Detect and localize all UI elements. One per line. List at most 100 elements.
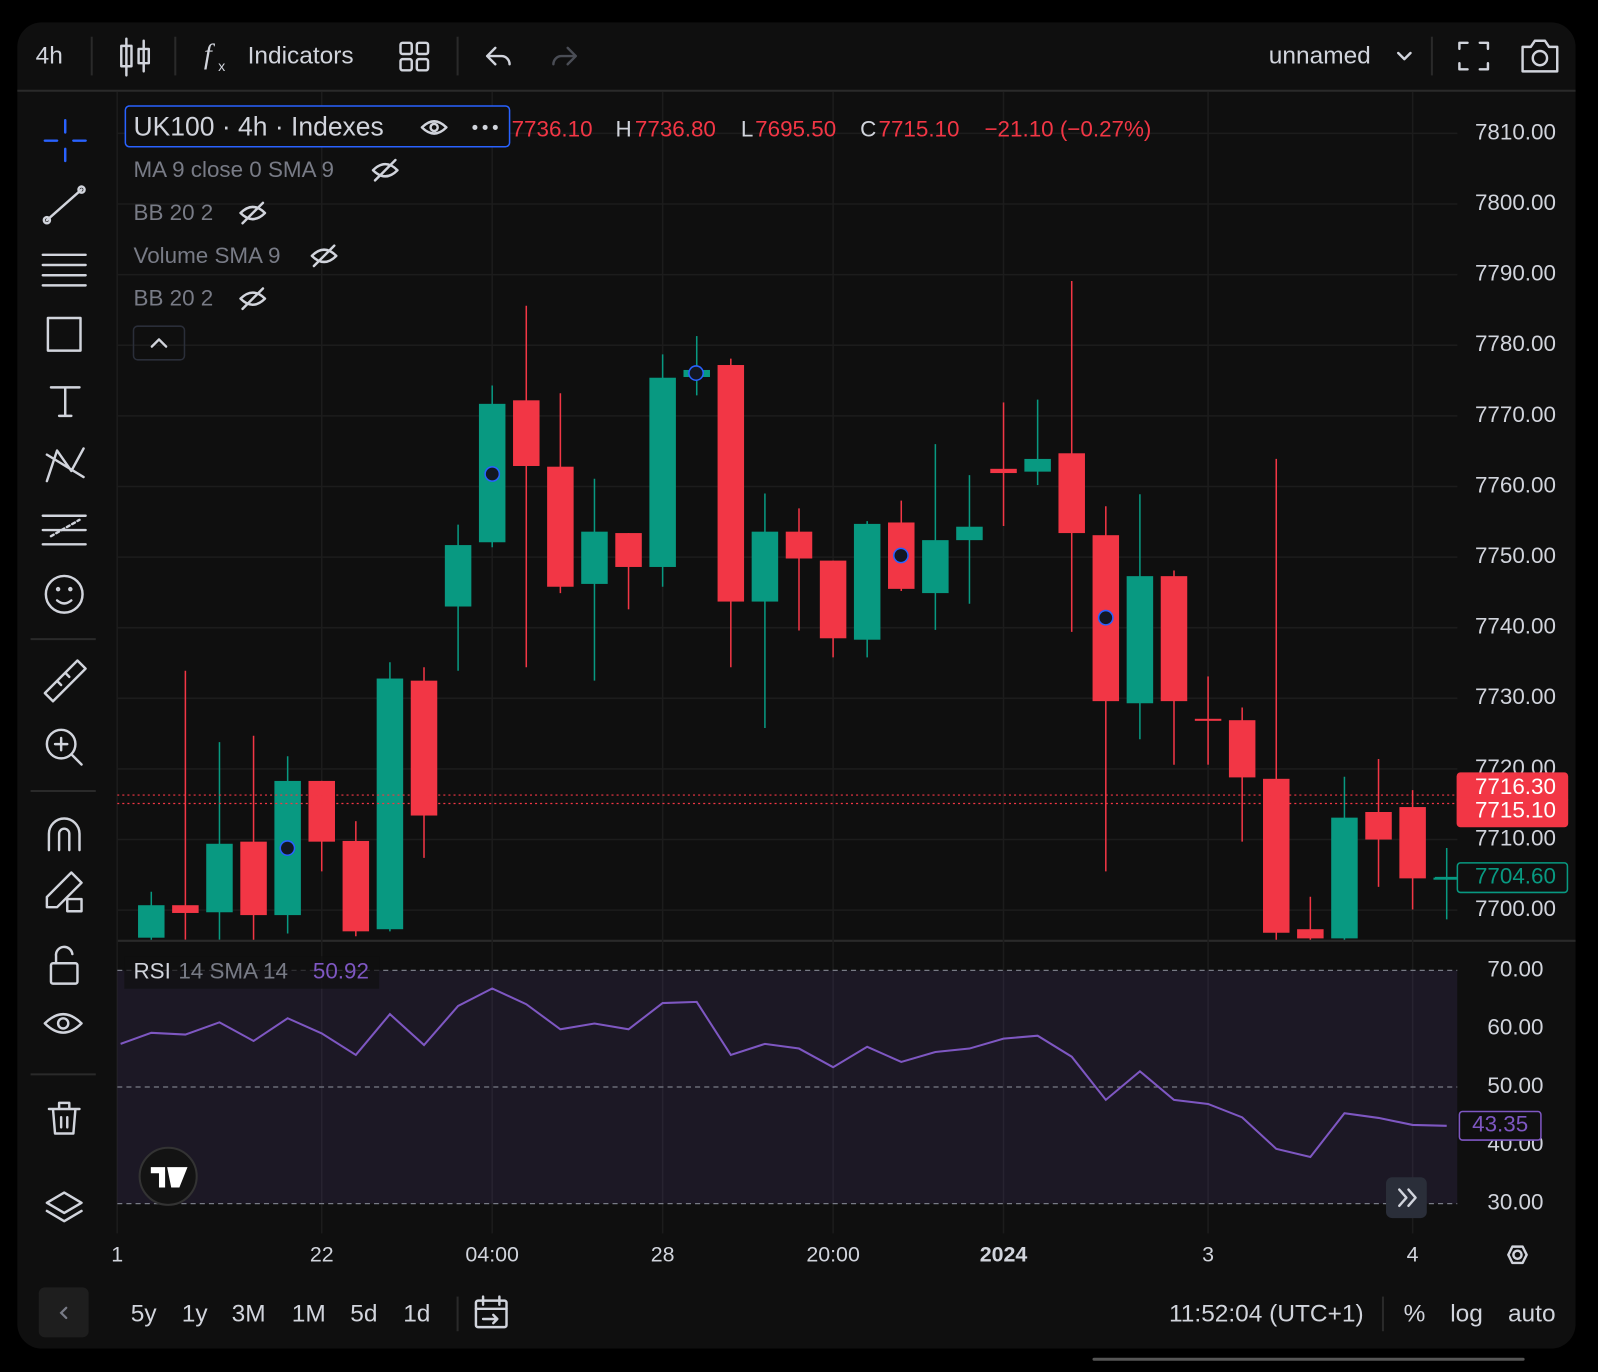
candle-body bbox=[1024, 458, 1051, 472]
indicator-label[interactable]: Volume SMA 9 bbox=[134, 243, 281, 268]
shapes-tool[interactable] bbox=[46, 316, 82, 352]
x-tick-label: 2024 bbox=[980, 1242, 1028, 1266]
rsi-params: 14 SMA 14 bbox=[178, 958, 288, 983]
y-tick-label: 7700.00 bbox=[1475, 896, 1556, 921]
candle-body bbox=[581, 531, 608, 584]
window bbox=[17, 22, 1576, 1349]
left-toolbar bbox=[30, 119, 96, 1223]
candle-body bbox=[1194, 718, 1222, 721]
hidden-eye-icons[interactable] bbox=[239, 158, 399, 311]
price-label-box bbox=[1456, 796, 1569, 828]
delete-tool[interactable] bbox=[47, 1101, 81, 1135]
layouts-button[interactable] bbox=[399, 41, 430, 72]
crosshair-tool[interactable] bbox=[43, 119, 87, 163]
y-tick-label: 7800.00 bbox=[1475, 190, 1556, 215]
patterns-tool[interactable] bbox=[45, 447, 85, 483]
collapse-button[interactable] bbox=[132, 325, 186, 361]
candle-body bbox=[819, 560, 847, 639]
layout-name[interactable]: unnamed bbox=[1269, 43, 1371, 70]
x-tick-label: 04:00 bbox=[465, 1242, 519, 1266]
candle-body bbox=[1228, 720, 1256, 778]
y-tick-label: 60.00 bbox=[1487, 1015, 1543, 1040]
legend: UK100 · 4h · Indexes 7736.10 H 7736.80 L… bbox=[124, 105, 1151, 361]
auto-toggle[interactable]: auto bbox=[1508, 1300, 1556, 1327]
rsi-value: 50.92 bbox=[313, 958, 369, 983]
change-value: −21.10 (−0.27%) bbox=[984, 116, 1151, 141]
axes: 7700.007710.007720.007730.007740.007750.… bbox=[111, 119, 1569, 1266]
tv-logo bbox=[138, 1146, 198, 1206]
range-button[interactable]: 1M bbox=[292, 1300, 326, 1327]
zoom-tool[interactable] bbox=[45, 728, 83, 766]
candle-body bbox=[615, 533, 642, 567]
interval-button[interactable]: 4h bbox=[36, 43, 63, 70]
layout-chevron[interactable] bbox=[1397, 51, 1412, 61]
rsi-last-box bbox=[1458, 1110, 1542, 1141]
ruler-tool[interactable] bbox=[43, 659, 87, 703]
icons-tool[interactable] bbox=[44, 574, 84, 614]
trend-line-tool[interactable] bbox=[42, 185, 86, 225]
range-button[interactable]: 5d bbox=[350, 1300, 377, 1327]
y-tick-label: 7780.00 bbox=[1475, 331, 1556, 356]
candle-body bbox=[1399, 807, 1426, 879]
hide-tool[interactable] bbox=[43, 1013, 83, 1034]
range-button[interactable]: 3M bbox=[232, 1300, 266, 1327]
price-label: 7716.30 bbox=[1475, 774, 1556, 799]
range-button[interactable]: 1y bbox=[182, 1300, 209, 1327]
fib-tool[interactable] bbox=[41, 253, 87, 287]
range-button[interactable]: 5y bbox=[131, 1300, 158, 1327]
eye-icon[interactable] bbox=[420, 120, 448, 135]
log-toggle[interactable]: log bbox=[1450, 1300, 1483, 1327]
clock[interactable]: 11:52:04 (UTC+1) bbox=[1169, 1300, 1364, 1327]
screenshot-button[interactable] bbox=[1521, 39, 1559, 73]
y-tick-label: 7710.00 bbox=[1475, 825, 1556, 850]
candle-body bbox=[206, 843, 233, 913]
lock-tool[interactable] bbox=[49, 945, 79, 985]
indicators-button[interactable]: Indicators bbox=[248, 43, 354, 70]
drawing-mode-tool[interactable] bbox=[45, 871, 83, 913]
logo-mark bbox=[150, 1167, 188, 1188]
rsi-legend: RSI 14 SMA 14 50.92 bbox=[124, 956, 380, 989]
candle-body bbox=[1433, 877, 1458, 880]
redo-button[interactable] bbox=[552, 46, 578, 66]
more-icon[interactable] bbox=[472, 124, 498, 130]
candle-body bbox=[649, 377, 676, 567]
rsi-name: RSI bbox=[134, 958, 171, 983]
candle-body bbox=[922, 540, 949, 594]
y-tick-label: 7810.00 bbox=[1475, 119, 1556, 144]
rsi-last-label: 43.35 bbox=[1472, 1112, 1528, 1137]
percent-toggle[interactable]: % bbox=[1404, 1300, 1426, 1327]
candle-body bbox=[308, 780, 335, 842]
high-label: H bbox=[616, 116, 632, 141]
x-tick-label: 1 bbox=[111, 1242, 123, 1266]
indicator-label[interactable]: BB 20 2 bbox=[134, 286, 214, 311]
prediction-tool[interactable] bbox=[41, 514, 87, 546]
text-tool[interactable] bbox=[49, 386, 81, 418]
grid bbox=[116, 91, 1458, 1234]
symbol-box[interactable] bbox=[124, 105, 511, 148]
candle-body bbox=[1263, 778, 1290, 933]
collapse-panel-button[interactable] bbox=[38, 1287, 89, 1338]
indicator-label[interactable]: BB 20 2 bbox=[134, 200, 214, 225]
go-to-date-button[interactable] bbox=[474, 1295, 508, 1329]
open-value: 7736.10 bbox=[512, 116, 593, 141]
candle-body bbox=[240, 841, 267, 916]
undo-button[interactable] bbox=[485, 46, 511, 66]
y-tick-label: 30.00 bbox=[1487, 1190, 1543, 1215]
fullscreen-button[interactable] bbox=[1458, 41, 1490, 71]
close-label: C bbox=[860, 116, 876, 141]
event-markers bbox=[279, 365, 1114, 856]
y-tick-label: 7760.00 bbox=[1475, 472, 1556, 497]
candle-body bbox=[717, 365, 745, 602]
y-tick-label: 7790.00 bbox=[1475, 261, 1556, 286]
chart-type-button[interactable] bbox=[120, 37, 151, 77]
candle-body bbox=[1160, 576, 1188, 702]
low-value: 7695.50 bbox=[755, 116, 836, 141]
object-tree-tool[interactable] bbox=[45, 1191, 83, 1223]
range-button[interactable]: 1d bbox=[403, 1300, 430, 1327]
magnet-tool[interactable] bbox=[47, 817, 81, 852]
axis-settings-button[interactable] bbox=[1507, 1245, 1528, 1265]
indicator-label[interactable]: MA 9 close 0 SMA 9 bbox=[134, 157, 334, 182]
y-tick-label: 7770.00 bbox=[1475, 402, 1556, 427]
